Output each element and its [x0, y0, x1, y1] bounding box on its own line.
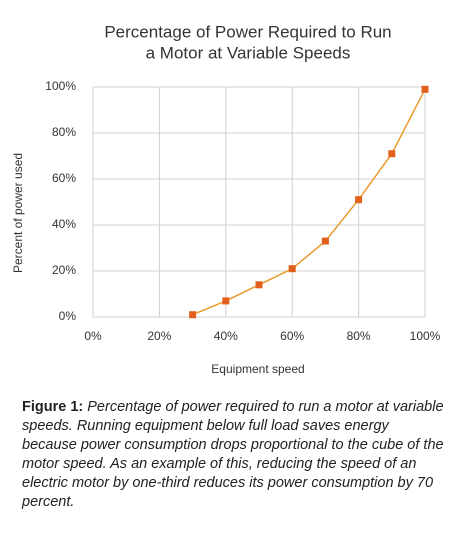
- data-point: [288, 265, 296, 273]
- y-tick-label: 60%: [52, 171, 76, 185]
- data-point: [388, 150, 396, 158]
- data-point: [321, 237, 329, 245]
- y-tick-label: 80%: [52, 125, 76, 139]
- y-tick-label: 0%: [59, 309, 77, 323]
- x-tick-label: 40%: [214, 329, 238, 343]
- x-tick-label: 0%: [84, 329, 102, 343]
- data-point: [421, 85, 429, 93]
- data-point: [355, 196, 363, 204]
- caption-label: Figure 1:: [22, 399, 84, 415]
- x-tick-label: 100%: [410, 329, 441, 343]
- data-point: [222, 297, 230, 305]
- data-line: [192, 88, 426, 316]
- x-tick-label: 20%: [147, 329, 171, 343]
- caption-text: Percentage of power required to run a mo…: [22, 399, 444, 510]
- figure-caption: Figure 1: Percentage of power required t…: [22, 398, 447, 512]
- chart-title: a Motor at Variable Speeds: [146, 43, 351, 62]
- x-tick-label: 60%: [280, 329, 304, 343]
- y-axis-label: Percent of power used: [11, 153, 25, 273]
- y-tick-label: 100%: [45, 79, 76, 93]
- x-axis-label: Equipment speed: [211, 362, 304, 376]
- chart: Percentage of Power Required to Run a Mo…: [11, 22, 441, 376]
- y-tick-label: 40%: [52, 217, 76, 231]
- data-point: [255, 281, 263, 289]
- data-point: [189, 311, 197, 319]
- chart-title: Percentage of Power Required to Run: [104, 22, 391, 41]
- x-tick-label: 80%: [347, 329, 371, 343]
- y-tick-label: 20%: [52, 263, 76, 277]
